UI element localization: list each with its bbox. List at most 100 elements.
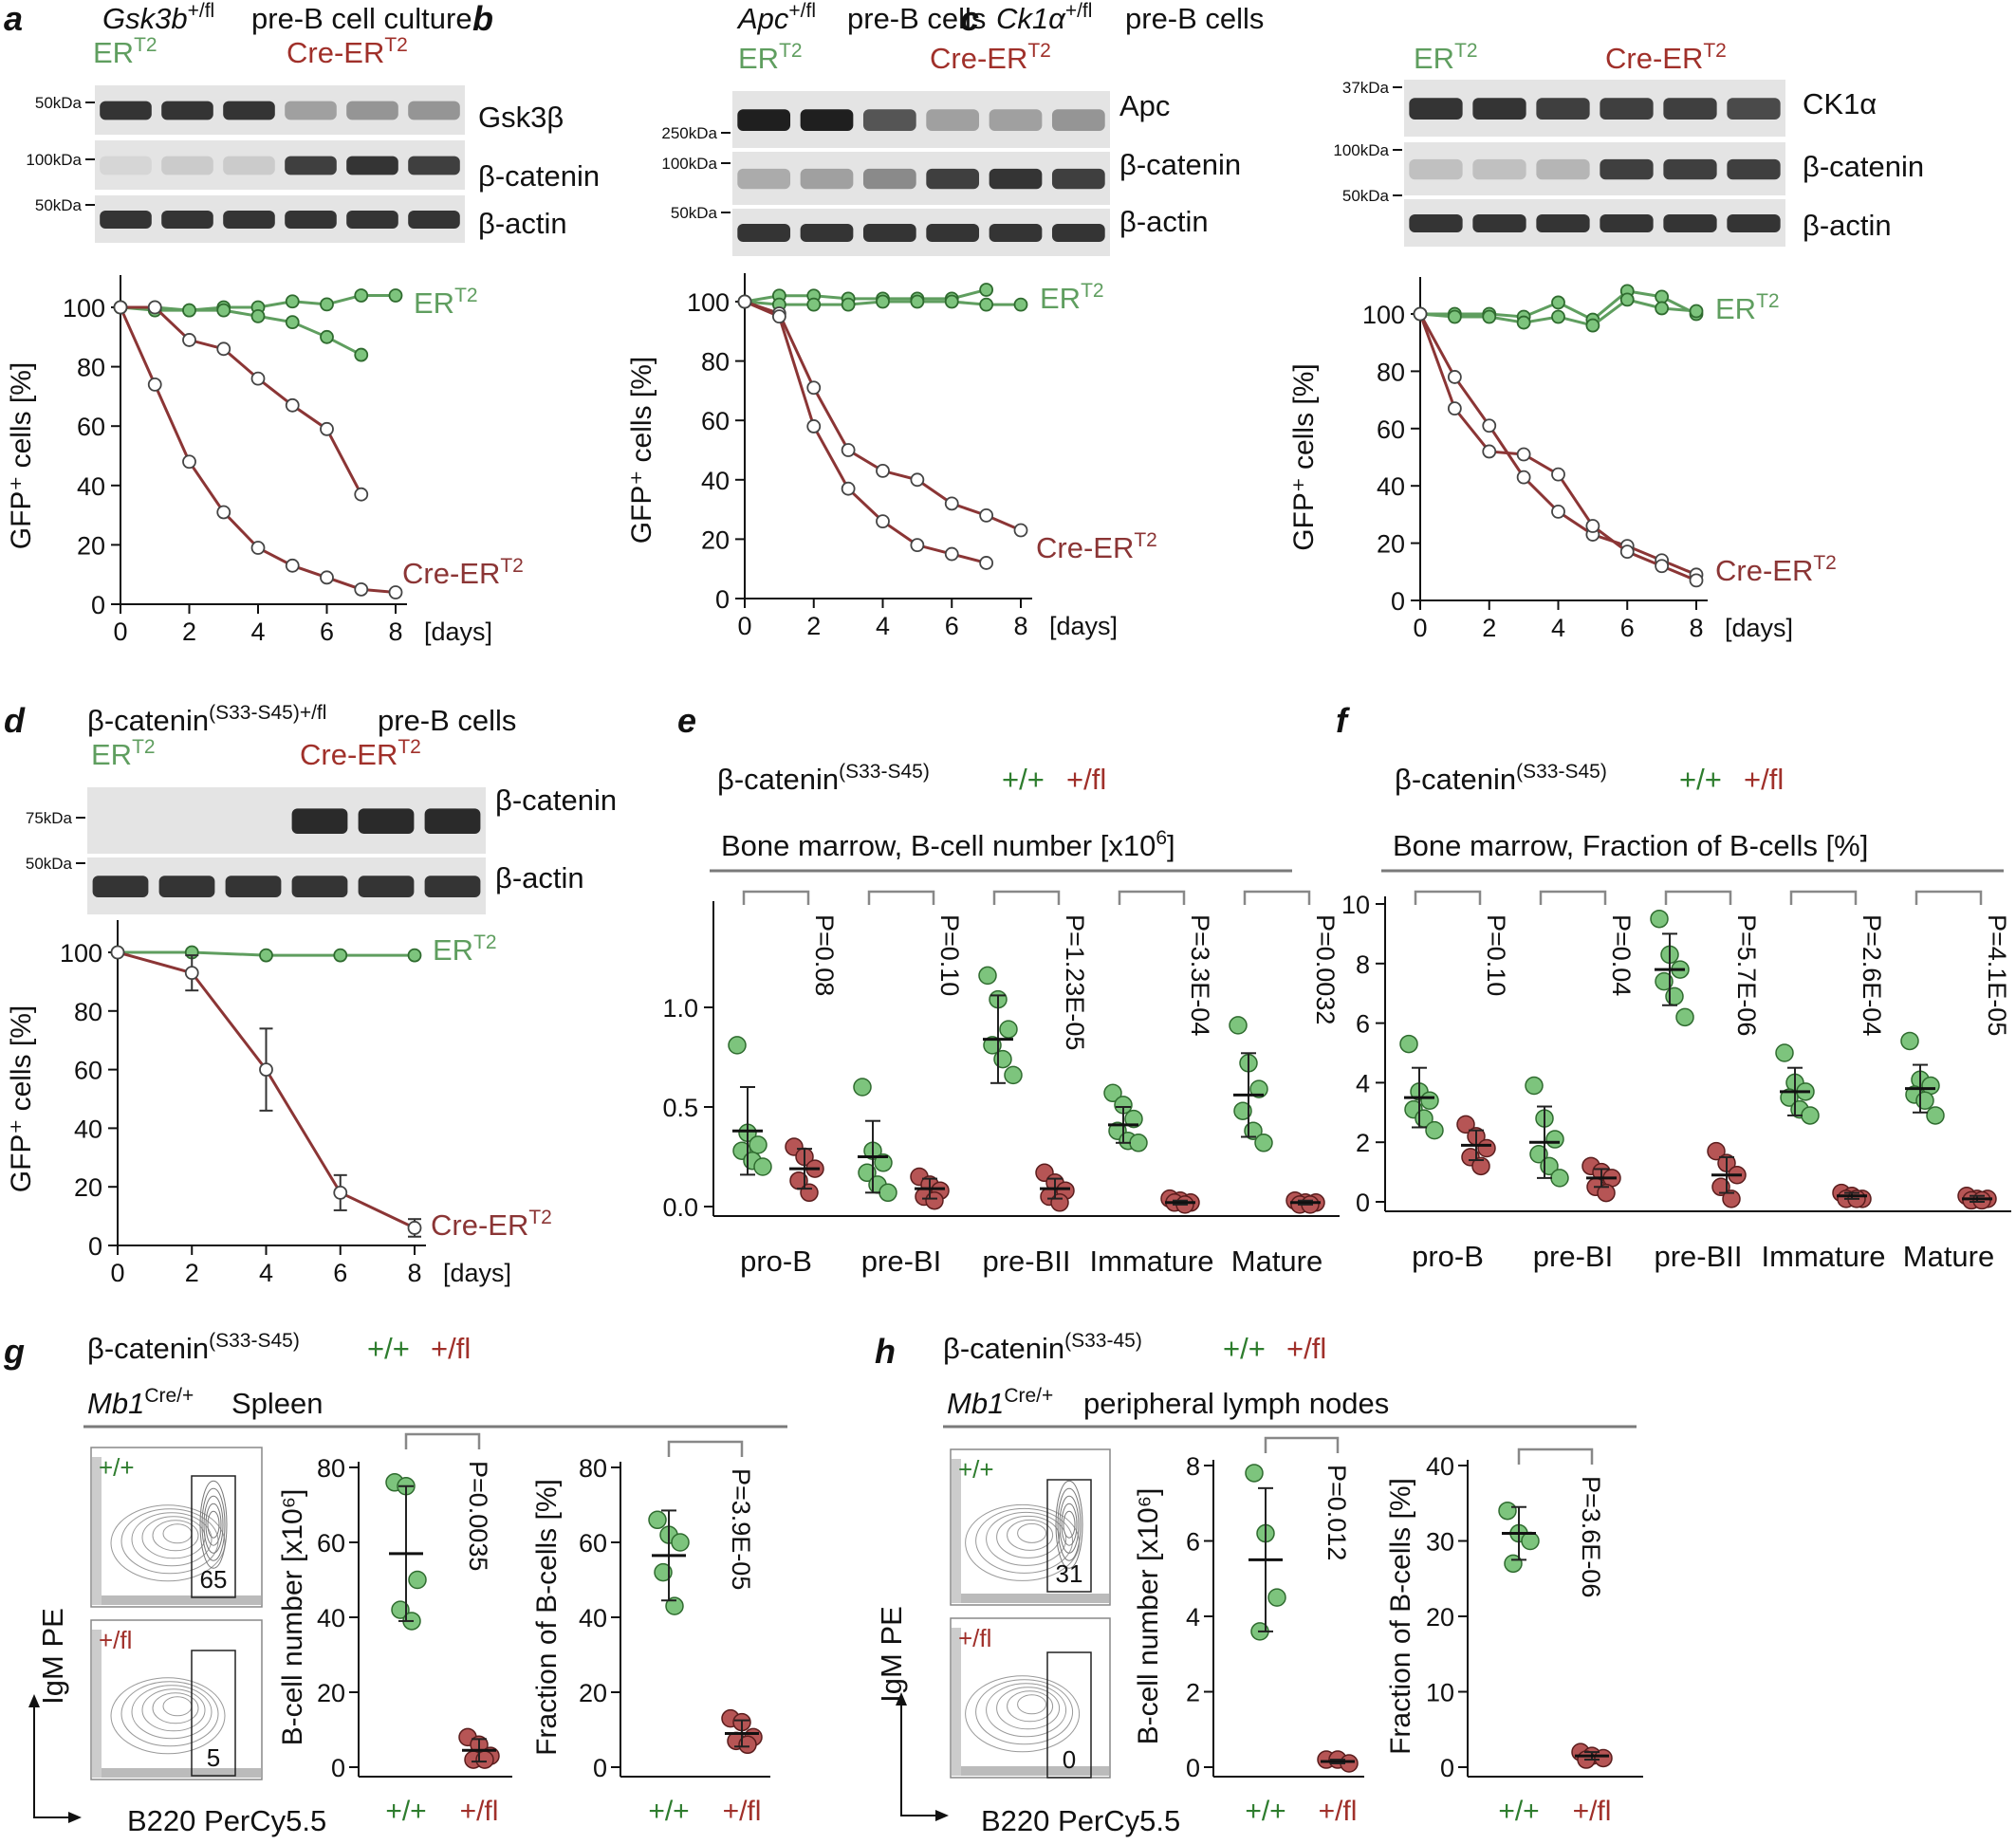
significance-bracket xyxy=(1118,890,1186,905)
data-point-cre xyxy=(184,966,199,981)
dot-wt xyxy=(1550,1169,1569,1188)
legend-fl: +/fl xyxy=(1066,763,1106,796)
y-tick-label: 10 xyxy=(1426,1679,1454,1707)
x-tick-label: 2 xyxy=(185,1259,199,1287)
dot-wt xyxy=(879,1183,897,1203)
flow-plot-top-g: +/+ 65 xyxy=(90,1447,263,1608)
label-main: Cre-ER xyxy=(1036,531,1134,564)
y-axis-label: Fraction of B-cells [%] xyxy=(531,1479,563,1756)
series-label-er: ERT2 xyxy=(433,931,497,967)
p-value: P=2.6E-04 xyxy=(1858,914,1886,1036)
label-main: Mb1 xyxy=(87,1387,144,1420)
y-tick-label: 0 xyxy=(1356,1189,1370,1217)
label-main: Mb1 xyxy=(947,1387,1004,1420)
blot-band-bcat xyxy=(1663,158,1717,180)
dot-wt xyxy=(1675,1007,1694,1027)
label-main: Cre-ER xyxy=(402,557,500,590)
p-value: P=0.08 xyxy=(810,914,839,996)
data-point-cre xyxy=(876,514,890,529)
category-label: +/fl xyxy=(1573,1796,1612,1827)
data-point-cre xyxy=(876,464,890,478)
p-value: P=1.23E-05 xyxy=(1061,914,1089,1050)
blot-band-bcat xyxy=(161,156,213,175)
flow-plot-bottom-h: +/fl 0 xyxy=(950,1617,1111,1779)
flow-contour xyxy=(975,1679,1074,1745)
blot-band-ck1a xyxy=(1600,98,1654,120)
blot-band-bcat xyxy=(1600,158,1654,180)
label-main: β-catenin xyxy=(1395,763,1516,796)
label-tail: ] xyxy=(1167,829,1175,862)
y-tick-label: 20 xyxy=(1377,530,1405,559)
x-tick-label: 0 xyxy=(110,1259,124,1287)
data-point-cre xyxy=(1655,559,1670,574)
blot-band-apc xyxy=(862,109,916,131)
data-point-er xyxy=(1516,315,1531,330)
y-tick-label: 100 xyxy=(63,294,105,323)
group-label-cre: Cre-ERT2 xyxy=(287,34,408,69)
category-label: pre-BII xyxy=(982,1245,1070,1278)
label-main: Cre-ER xyxy=(287,36,384,69)
blot-band-apc xyxy=(989,109,1043,131)
label-superscript: T2 xyxy=(1703,40,1727,62)
data-point-cre xyxy=(841,481,856,496)
y-tick-label: 80 xyxy=(1377,358,1405,386)
y-tick-label: 80 xyxy=(77,354,105,382)
flow-contour xyxy=(965,1675,1081,1753)
data-point-cre xyxy=(113,300,128,315)
category-label: Immature xyxy=(1090,1245,1214,1278)
flow-axis-events xyxy=(952,1766,1109,1776)
p-value: P=3.9E-05 xyxy=(727,1468,755,1590)
data-point-er xyxy=(354,347,369,362)
flow-contour xyxy=(131,1512,213,1567)
data-point-cre xyxy=(354,487,369,502)
blot-band-bcat xyxy=(424,808,481,834)
label-superscript: T2 xyxy=(779,40,803,62)
data-point-er xyxy=(1689,304,1704,319)
label-superscript: Cre/+ xyxy=(1004,1385,1053,1407)
blot-strip-gsk3b xyxy=(95,85,465,135)
dot-wt xyxy=(983,1036,1002,1055)
blot-strip-bcat xyxy=(1404,142,1785,195)
blot-band-apc xyxy=(800,109,854,131)
p-value: P=0.012 xyxy=(1322,1465,1351,1560)
data-point-er xyxy=(354,288,369,303)
x-tick-label: 4 xyxy=(1551,614,1565,642)
legend-fl: +/fl xyxy=(431,1332,471,1365)
series-label-cre: Cre-ERT2 xyxy=(1036,529,1157,564)
data-point-cre xyxy=(1413,306,1428,322)
blot-title: pre-B cells xyxy=(847,2,986,35)
header-Spleen: β-catenin(S33-S45) +/+ +/fl Mb1Cre/+ Spleen xyxy=(83,1330,787,1429)
series-label-cre: Cre-ERT2 xyxy=(1715,552,1837,587)
data-point-cre xyxy=(1013,523,1028,538)
dot-wt xyxy=(1655,971,1674,991)
data-point-er xyxy=(259,948,273,963)
y-tick-label: 0.0 xyxy=(662,1193,698,1222)
flow-contour xyxy=(996,1687,1061,1730)
x-tick-label: 0 xyxy=(113,618,127,646)
mw-marker: 37kDa xyxy=(1342,79,1390,97)
blot-band-gsk3b xyxy=(285,101,337,120)
y-tick-label: 8 xyxy=(1356,950,1370,979)
data-point-cre xyxy=(354,581,369,597)
flow-contour xyxy=(1059,1495,1080,1554)
dot-fl xyxy=(1972,1190,1991,1210)
blot-band-actin xyxy=(223,211,275,229)
dot-fl xyxy=(800,1183,819,1203)
y-tick-label: 80 xyxy=(317,1454,345,1483)
y-tick-label: 60 xyxy=(1377,415,1405,444)
blot-band-actin xyxy=(1051,224,1105,242)
significance-bracket xyxy=(1789,890,1858,905)
flow-axis-events xyxy=(952,1628,961,1776)
x-tick-label: 8 xyxy=(388,618,402,646)
flow-plot-bottom-g: +/fl 5 xyxy=(90,1619,263,1780)
group-label-cre: Cre-ERT2 xyxy=(930,40,1051,75)
y-tick-label: 40 xyxy=(579,1604,607,1632)
y-tick-label: 100 xyxy=(1362,301,1405,329)
dot-plot-e: β-catenin(S33-S45) +/+ +/fl Bone marrow, B-… xyxy=(662,761,1340,1278)
small-dot-plot-g: 0 20 40 60 80 B-cell number [x10⁶] P=0.0035 +/+… xyxy=(277,1432,512,1827)
dot-wt xyxy=(648,1510,667,1530)
flow-contour xyxy=(110,1504,226,1582)
blot-strip-actin xyxy=(87,857,486,914)
blot-genotype: Apc+/fl xyxy=(736,0,816,35)
